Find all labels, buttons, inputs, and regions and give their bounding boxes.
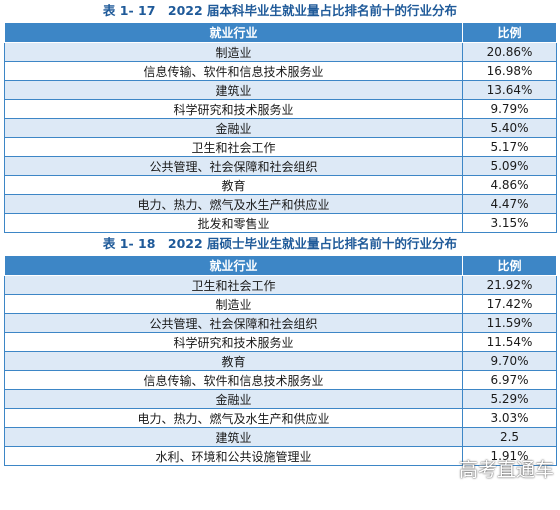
ratio-cell: 3.03% [462,408,557,428]
table-row: 批发和零售业 3.15% [4,213,557,233]
industry-cell: 科学研究和技术服务业 [4,99,463,119]
industry-cell: 制造业 [4,42,463,62]
table-row: 科学研究和技术服务业 9.79% [4,99,557,119]
table-row: 公共管理、社会保障和社会组织 5.09% [4,156,557,176]
industry-cell: 金融业 [4,118,463,138]
industry-cell: 卫生和社会工作 [4,137,463,157]
industry-cell: 建筑业 [4,80,463,100]
ratio-cell: 5.09% [462,156,557,176]
industry-cell: 教育 [4,351,463,371]
ratio-cell: 3.15% [462,213,557,233]
table-row: 金融业 5.40% [4,118,557,138]
industry-cell: 批发和零售业 [4,213,463,233]
table2: 就业行业 比例 卫生和社会工作 21.92% 制造业 17.42% 公共管理、社会保障和… [4,255,557,466]
table-row: 水利、环境和公共设施管理业 1.91% [4,446,557,466]
ratio-cell: 5.17% [462,137,557,157]
table2-header-row: 就业行业 比例 [4,255,557,276]
table1-body: 制造业 20.86% 信息传输、软件和信息技术服务业 16.98% 建筑业 13.64% 科… [4,42,557,233]
table2-caption: 表 1- 18 2022 届硕士毕业生就业量占比排名前十的行业分布 [102,236,458,251]
table-row: 建筑业 2.5 [4,427,557,447]
table-row: 建筑业 13.64% [4,80,557,100]
ratio-cell: 1.91% [462,446,557,466]
ratio-cell: 21.92% [462,275,557,295]
ratio-cell: 16.98% [462,61,557,81]
ratio-cell: 5.29% [462,389,557,409]
industry-cell: 教育 [4,175,463,195]
table2-body: 卫生和社会工作 21.92% 制造业 17.42% 公共管理、社会保障和社会组织 11.5… [4,275,557,466]
ratio-cell: 9.70% [462,351,557,371]
ratio-cell: 17.42% [462,294,557,314]
ratio-cell: 5.40% [462,118,557,138]
industry-cell: 公共管理、社会保障和社会组织 [4,156,463,176]
table-row: 制造业 20.86% [4,42,557,62]
industry-cell: 电力、热力、燃气及水生产和供应业 [4,408,463,428]
watermark-text: 高考直通车 [458,459,554,481]
industry-cell: 电力、热力、燃气及水生产和供应业 [4,194,463,214]
table1-caption: 表 1- 17 2022 届本科毕业生就业量占比排名前十的行业分布 [102,3,458,18]
table1: 就业行业 比例 制造业 20.86% 信息传输、软件和信息技术服务业 16.98% 建筑… [4,22,557,233]
table-row: 教育 4.86% [4,175,557,195]
table-row: 科学研究和技术服务业 11.54% [4,332,557,352]
table-row: 公共管理、社会保障和社会组织 11.59% [4,313,557,333]
table2-header-ratio: 比例 [462,255,557,276]
industry-cell: 信息传输、软件和信息技术服务业 [4,61,463,81]
table-row: 制造业 17.42% [4,294,557,314]
table-row: 卫生和社会工作 5.17% [4,137,557,157]
ratio-cell: 9.79% [462,99,557,119]
table2-header-industry: 就业行业 [4,255,463,276]
industry-cell: 公共管理、社会保障和社会组织 [4,313,463,333]
table-row: 金融业 5.29% [4,389,557,409]
table1-header-row: 就业行业 比例 [4,22,557,43]
industry-cell: 卫生和社会工作 [4,275,463,295]
table1-header-industry: 就业行业 [4,22,463,43]
table-row: 电力、热力、燃气及水生产和供应业 3.03% [4,408,557,428]
ratio-cell: 11.54% [462,332,557,352]
table-row: 信息传输、软件和信息技术服务业 6.97% [4,370,557,390]
ratio-cell: 4.86% [462,175,557,195]
table-row: 卫生和社会工作 21.92% [4,275,557,295]
table-row: 信息传输、软件和信息技术服务业 16.98% [4,61,557,81]
ratio-cell: 2.5 [462,427,557,447]
industry-cell: 建筑业 [4,427,463,447]
industry-cell: 金融业 [4,389,463,409]
ratio-cell: 20.86% [462,42,557,62]
table1-header-ratio: 比例 [462,22,557,43]
ratio-cell: 4.47% [462,194,557,214]
ratio-cell: 6.97% [462,370,557,390]
industry-cell: 水利、环境和公共设施管理业 [4,446,463,466]
table-row: 教育 9.70% [4,351,557,371]
ratio-cell: 13.64% [462,80,557,100]
industry-cell: 制造业 [4,294,463,314]
industry-cell: 信息传输、软件和信息技术服务业 [4,370,463,390]
ratio-cell: 11.59% [462,313,557,333]
table-row: 电力、热力、燃气及水生产和供应业 4.47% [4,194,557,214]
industry-cell: 科学研究和技术服务业 [4,332,463,352]
